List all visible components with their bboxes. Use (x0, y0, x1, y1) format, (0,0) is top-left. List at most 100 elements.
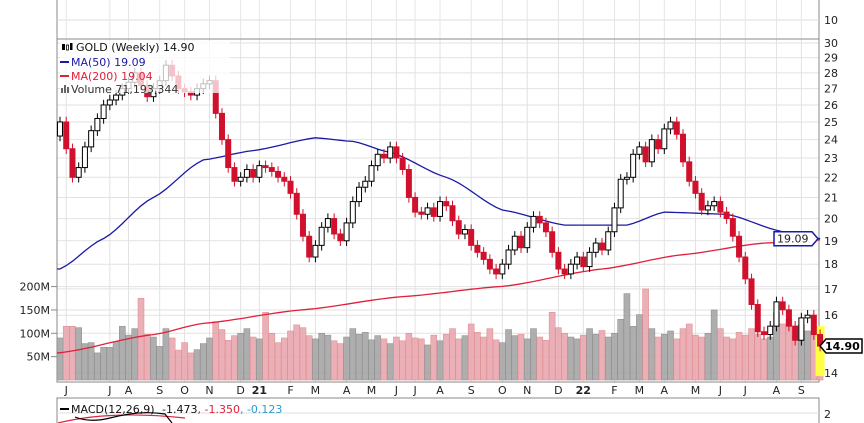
candle-body (742, 256, 749, 280)
candle-body (287, 180, 294, 194)
candle-body (424, 207, 431, 215)
candle-body (798, 317, 805, 341)
candle-body (729, 218, 736, 237)
volume-bar (411, 337, 419, 381)
candle-body (561, 268, 568, 275)
legend-ma200: MA(200) 19.04 (71, 70, 153, 83)
upper-indicator-panel: 10 (56, 0, 838, 40)
volume-bar (324, 334, 332, 381)
candle-body (486, 258, 493, 270)
volume-tick: 150M (20, 304, 51, 317)
candle-body (518, 235, 525, 249)
macd-line (74, 412, 173, 423)
candle-body (549, 231, 556, 253)
legend: GOLD (Weekly) 14.90 MA(50) 19.09 MA(200)… (60, 41, 230, 96)
month-label: A (773, 384, 781, 397)
volume-bar (741, 334, 749, 381)
volume-bar (486, 328, 494, 381)
volume-bar (274, 342, 282, 381)
candle-body (231, 167, 238, 182)
candle-body (736, 235, 743, 258)
volume-bar (318, 332, 325, 381)
candle-body (461, 229, 468, 235)
volume-bar (143, 333, 151, 381)
volume-bar (760, 338, 768, 381)
volume-bar (119, 325, 126, 381)
candle-body (268, 167, 275, 172)
volume-bar (717, 328, 724, 381)
volume-bar (542, 340, 550, 381)
price-tick: 30 (824, 37, 838, 50)
ma200-line (57, 239, 821, 354)
candle-body (686, 161, 693, 182)
month-label: O (180, 384, 189, 397)
candle-body (530, 215, 537, 228)
volume-bar (567, 336, 575, 381)
candle-body (779, 301, 786, 311)
volume-bar (256, 338, 263, 381)
candle-body (493, 268, 500, 275)
month-label: J (718, 384, 722, 397)
month-label: A (125, 384, 133, 397)
volume-bar (349, 328, 357, 381)
candle-body (399, 157, 406, 170)
month-label: J (64, 384, 68, 397)
price-tick: 27 (824, 83, 838, 96)
volume-bar (679, 328, 687, 381)
volume-bar (517, 333, 525, 381)
candle-icon (62, 43, 73, 51)
candle-body (362, 180, 369, 188)
candle-body (312, 244, 319, 258)
candle-body (505, 249, 512, 265)
price-tick: 17 (824, 283, 838, 296)
volume-bar (94, 352, 101, 381)
candle-body (499, 263, 506, 275)
candle-body (88, 130, 95, 148)
ma50-tag: 19.09 (773, 230, 819, 247)
price-tick: 18 (824, 258, 838, 271)
volume-bar (779, 323, 786, 381)
candle-body (63, 121, 70, 150)
volume-bar (455, 338, 463, 381)
candle-body (405, 168, 412, 198)
volume-bar (536, 336, 544, 381)
month-label: F (287, 384, 293, 397)
candle-body (430, 207, 437, 217)
price-axis: 14 16 17 18 19 20 21 22 23 24 25 26 27 28 29 30 (824, 37, 838, 380)
legend-title: GOLD (Weekly) 14.90 (76, 41, 195, 54)
volume-bar (293, 324, 301, 381)
volume-bar (187, 352, 195, 381)
candle-body (113, 94, 120, 101)
volume-bar (231, 335, 238, 381)
candle-body (648, 139, 655, 163)
volume-bar (586, 328, 593, 381)
macd-value: -1.473 (162, 403, 197, 416)
price-tick: 21 (824, 191, 838, 204)
candle-body (760, 331, 767, 336)
candle-body (524, 226, 531, 249)
month-label: J (107, 384, 111, 397)
volume-bar (692, 334, 699, 381)
month-label: N (205, 384, 213, 397)
volume-bar (704, 332, 712, 381)
volume-bar (262, 311, 269, 381)
volume-bar (156, 346, 163, 381)
candle-body (698, 192, 705, 211)
price-tick: 28 (824, 67, 838, 80)
candle-body (792, 325, 799, 341)
volume-bar (287, 330, 294, 381)
candle-body (343, 222, 350, 242)
volume-axis: 50M 100M 150M 200M (20, 281, 51, 364)
volume-bar (467, 323, 475, 381)
volume-bar (592, 333, 600, 381)
month-label: 22 (576, 384, 591, 397)
price-tick: 29 (824, 52, 838, 65)
month-axis: J J A S O N D 21 F M A M J J A S O N D 22 F M A M J J A S (64, 384, 805, 397)
candle-body (680, 133, 686, 163)
volume-bar (667, 330, 674, 381)
macd-panel: MACD(12,26,9) -1.473, -1.350, -0.123 2 (56, 397, 831, 423)
volume-bar (748, 328, 755, 381)
candle-body (331, 218, 338, 235)
volume-bar (299, 327, 307, 381)
candle-body (387, 146, 394, 159)
